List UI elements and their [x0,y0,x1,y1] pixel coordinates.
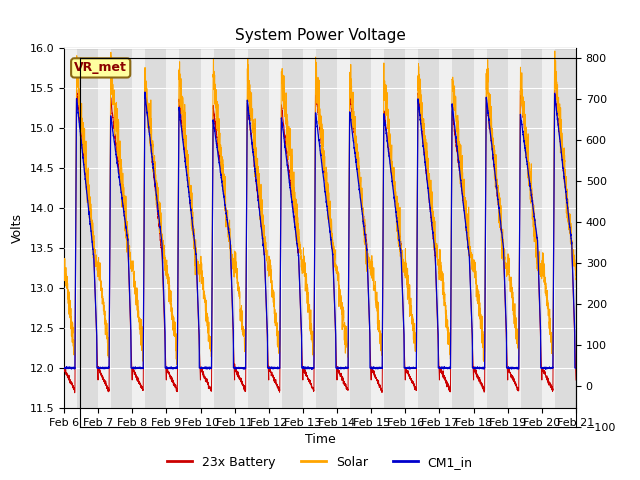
Bar [212,58,225,427]
Bar [245,58,258,427]
Bar [510,58,522,427]
Bar [278,58,291,427]
Bar [291,58,312,427]
Bar [159,58,179,427]
Bar [411,58,423,427]
Bar [490,58,510,427]
Bar [179,58,192,427]
Bar [324,58,344,427]
Bar [146,58,159,427]
Bar [522,58,543,427]
Bar [556,58,576,427]
Bar [543,58,556,427]
Bar [423,58,444,427]
Bar [258,58,278,427]
Bar [80,58,93,427]
Bar [192,58,212,427]
Y-axis label: Volts: Volts [11,228,24,257]
Bar [378,58,390,427]
Legend: 23x Battery, Solar, CM1_in: 23x Battery, Solar, CM1_in [163,451,477,474]
Bar [456,58,477,427]
X-axis label: Time: Time [312,433,344,446]
Bar [344,58,357,427]
Title: System Power Voltage: System Power Voltage [243,37,413,52]
Bar [125,58,146,427]
Bar [93,58,113,427]
Bar [477,58,490,427]
Bar [390,58,411,427]
Bar [312,58,324,427]
Bar [444,58,456,427]
Bar [225,58,245,427]
Bar [357,58,378,427]
Text: VR_met: VR_met [90,72,143,84]
Bar [113,58,125,427]
